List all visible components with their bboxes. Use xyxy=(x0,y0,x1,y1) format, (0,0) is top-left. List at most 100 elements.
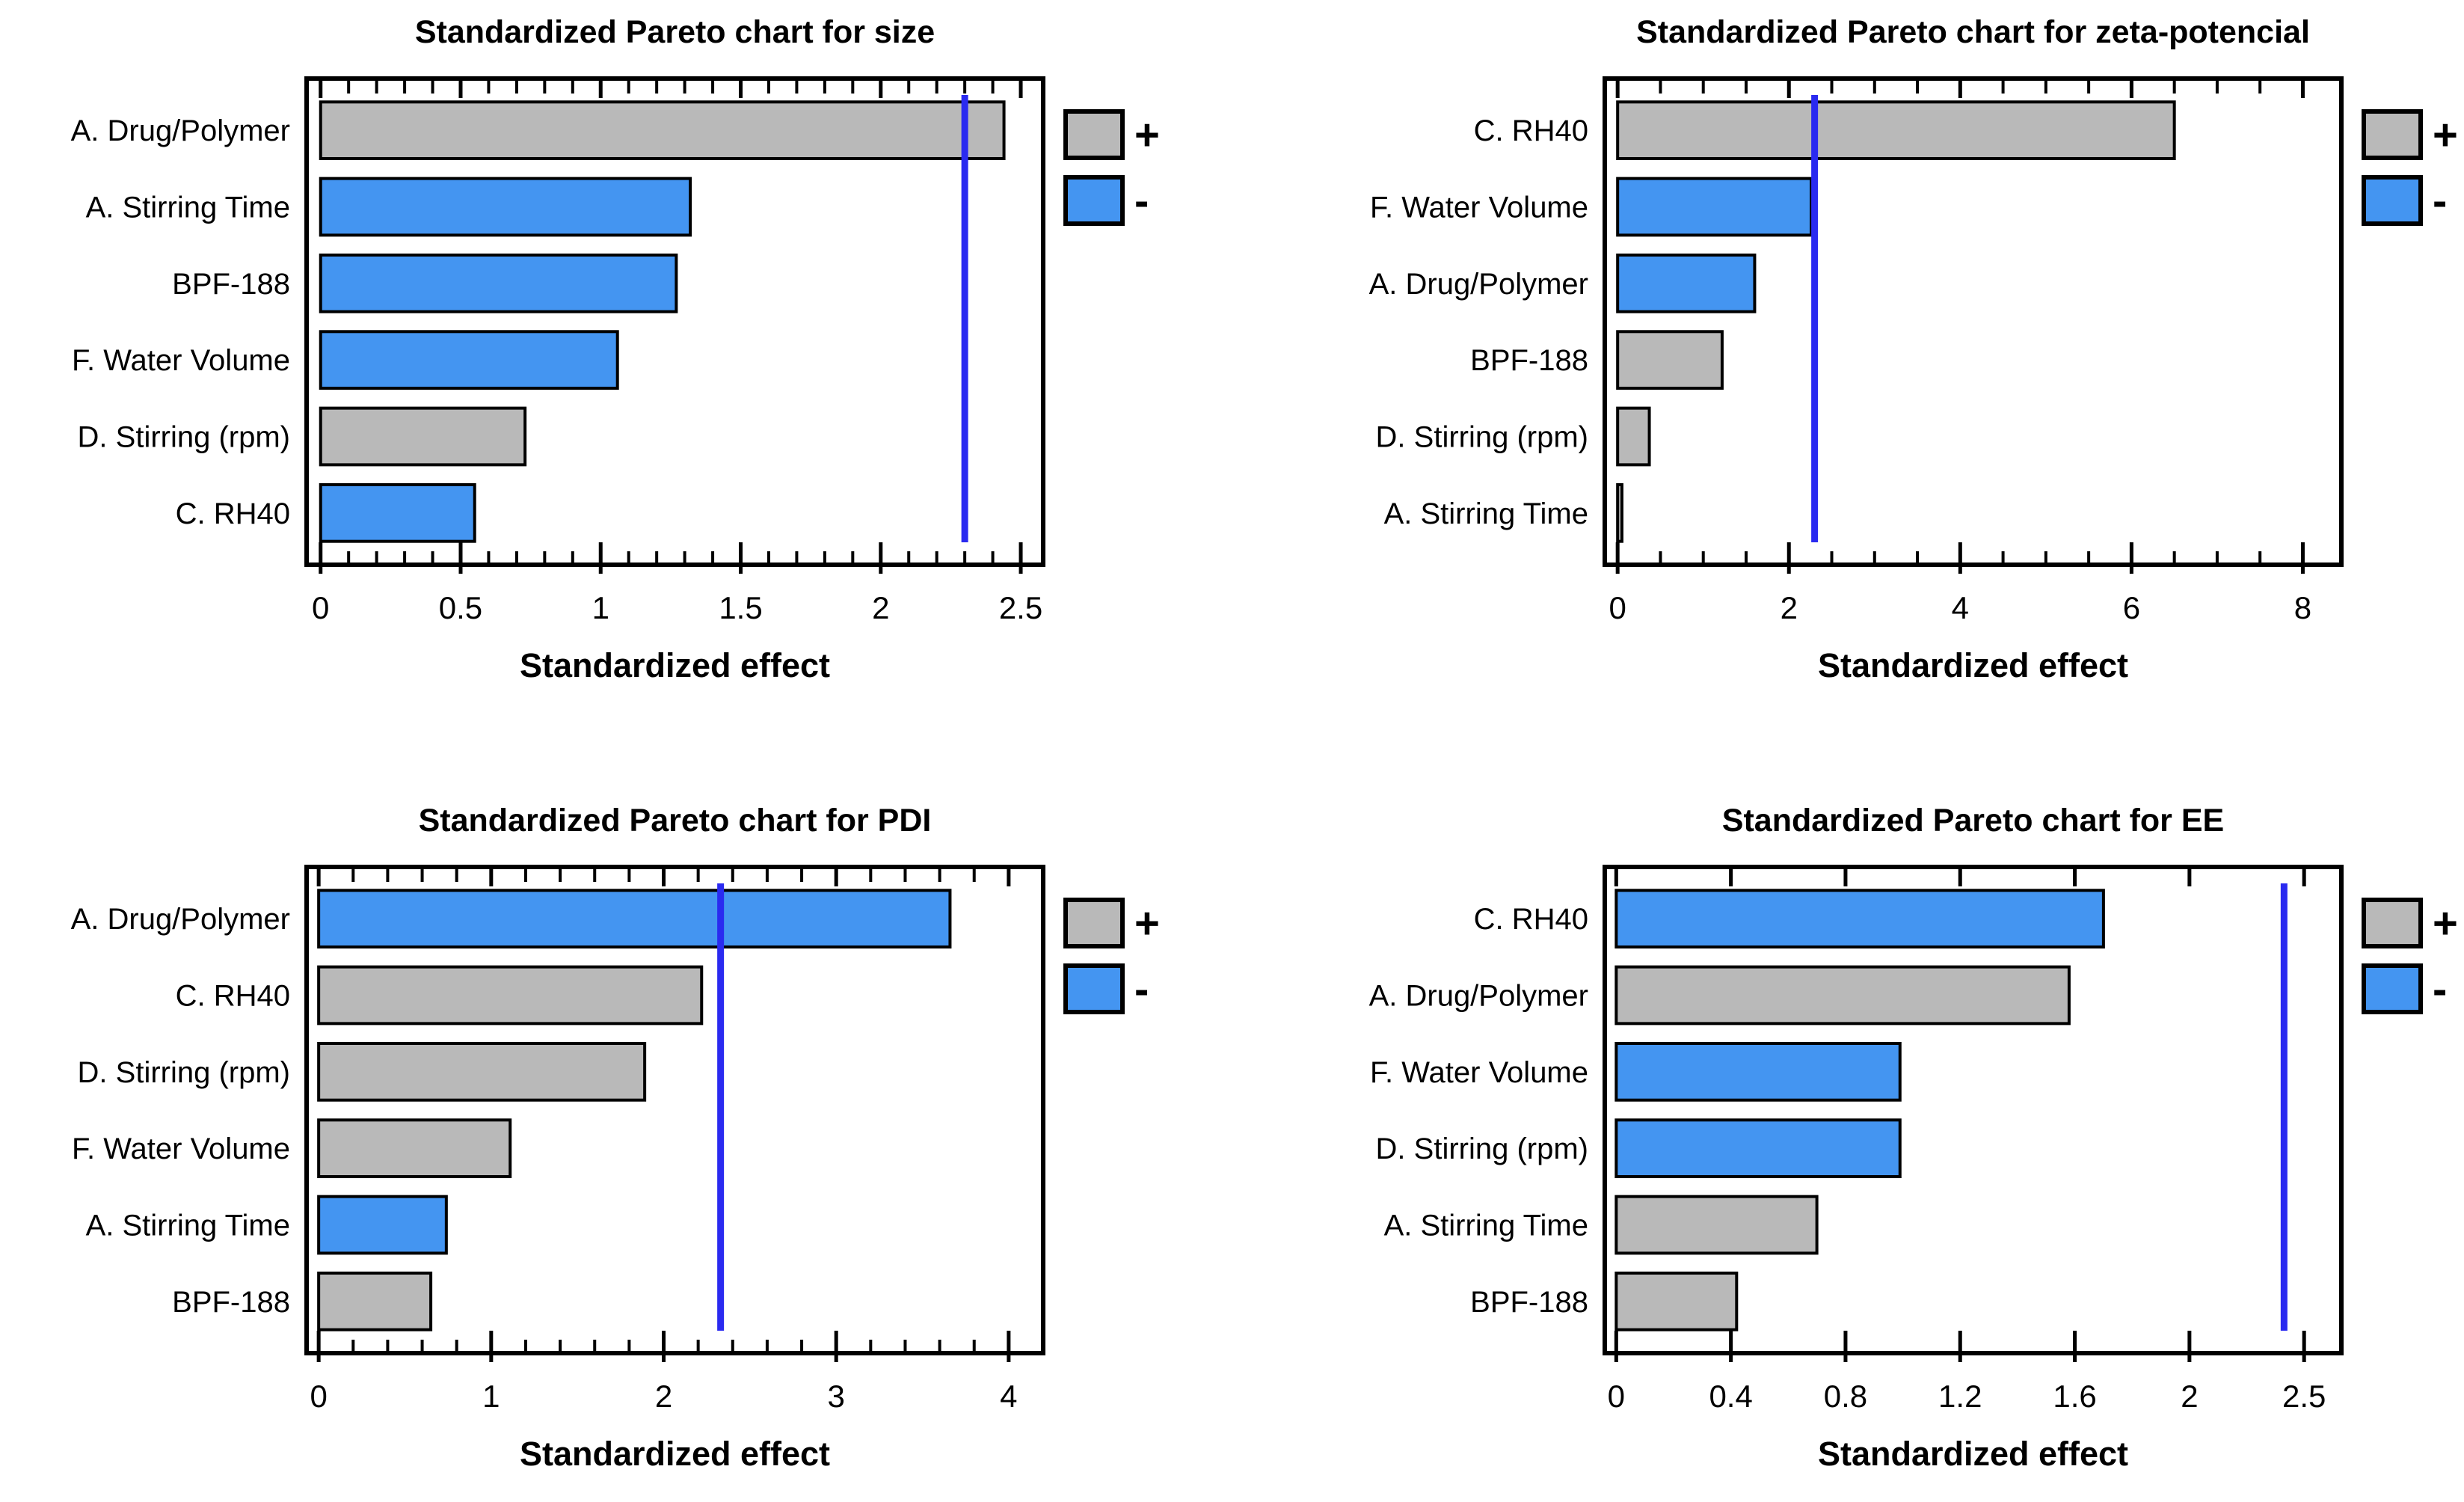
bar-a-drug-polymer xyxy=(317,889,952,949)
x-axis-title: Standardized effect xyxy=(520,1435,830,1473)
legend-minus-label: - xyxy=(2433,177,2447,225)
category-label: C. RH40 xyxy=(176,497,290,530)
x-tick-label: 8 xyxy=(2294,590,2311,625)
legend-minus-label: - xyxy=(1134,965,1149,1014)
legend-plus-label: + xyxy=(1134,111,1160,159)
category-label: A. Stirring Time xyxy=(86,191,290,224)
x-axis-title: Standardized effect xyxy=(1818,1435,2128,1473)
x-tick-label: 2 xyxy=(2181,1379,2198,1414)
x-tick-label: 0 xyxy=(312,590,329,625)
x-tick-label: 2.5 xyxy=(999,590,1042,625)
pareto-chart-zeta-potencial: Standardized Pareto chart for zeta-poten… xyxy=(1232,0,2464,751)
x-tick-label: 0 xyxy=(1609,590,1626,625)
legend-plus-swatch xyxy=(1063,898,1125,948)
x-tick-label: 2 xyxy=(655,1379,672,1414)
bar-c-rh40 xyxy=(1616,100,2176,161)
x-tick-label: 0 xyxy=(1608,1379,1625,1414)
bar-a-stirring-time xyxy=(319,177,692,237)
category-label: F. Water Volume xyxy=(1370,1056,1588,1089)
plot-frame xyxy=(304,865,1045,1355)
bar-c-rh40 xyxy=(1614,889,2105,949)
legend-minus-label: - xyxy=(2433,965,2447,1014)
x-tick-label: 1.2 xyxy=(1938,1379,1982,1414)
bar-bpf-188 xyxy=(317,1271,433,1331)
bar-a-stirring-time xyxy=(317,1195,448,1255)
category-label: A. Drug/Polymer xyxy=(1369,268,1588,301)
chart-title: Standardized Pareto chart for EE xyxy=(1722,803,2224,839)
bar-c-rh40 xyxy=(319,482,476,543)
plot-area: C. RH40 F. Water Volume A. Drug/Polymer BPF… xyxy=(1369,76,2344,625)
category-label: D. Stirring (rpm) xyxy=(1376,421,1588,454)
category-label: A. Stirring Time xyxy=(86,1210,290,1242)
legend-plus-swatch xyxy=(2362,898,2423,948)
x-tick-label: 2 xyxy=(872,590,889,625)
x-tick-label: 4 xyxy=(1952,590,1969,625)
legend: + - xyxy=(1063,109,1160,226)
x-tick-label: 1 xyxy=(592,590,609,625)
legend-minus-swatch xyxy=(1063,963,1125,1014)
x-tick-label: 1.6 xyxy=(2053,1379,2096,1414)
pareto-chart-pdi: Standardized Pareto chart for PDI A. Dru… xyxy=(0,751,1232,1502)
bar-d-stirring-rpm xyxy=(1614,1118,1902,1179)
plot-frame xyxy=(304,76,1045,567)
category-label: A. Drug/Polymer xyxy=(71,114,290,147)
x-axis-title: Standardized effect xyxy=(1818,646,2128,684)
bar-bpf-188 xyxy=(1614,1271,1739,1331)
bar-bpf-188 xyxy=(319,253,678,313)
bar-f-water-volume xyxy=(319,330,619,390)
category-label: F. Water Volume xyxy=(72,344,290,377)
legend: + - xyxy=(2362,898,2458,1014)
bar-d-stirring-rpm xyxy=(319,406,527,467)
bar-d-stirring-rpm xyxy=(317,1041,647,1102)
category-label: D. Stirring (rpm) xyxy=(78,421,290,454)
category-label: A. Drug/Polymer xyxy=(71,903,290,936)
x-tick-label: 2.5 xyxy=(2282,1379,2326,1414)
category-label: BPF-188 xyxy=(1470,344,1588,377)
bar-d-stirring-rpm xyxy=(1616,406,1651,467)
x-tick-label: 0.5 xyxy=(439,590,482,625)
category-label: C. RH40 xyxy=(1474,114,1588,147)
plot-area: A. Drug/Polymer C. RH40 D. Stirring (rpm) F… xyxy=(71,865,1045,1414)
x-tick-label: 0.4 xyxy=(1709,1379,1752,1414)
bar-a-drug-polymer xyxy=(1616,253,1757,313)
category-label: F. Water Volume xyxy=(72,1132,290,1165)
category-label: BPF-188 xyxy=(172,268,290,301)
category-label: C. RH40 xyxy=(1474,903,1588,936)
pareto-chart-ee: Standardized Pareto chart for EE C. RH40… xyxy=(1232,751,2464,1502)
chart-title: Standardized Pareto chart for zeta-poten… xyxy=(1636,14,2310,50)
chart-title: Standardized Pareto chart for PDI xyxy=(419,803,932,839)
legend-plus-label: + xyxy=(2433,111,2458,159)
x-tick-label: 0.8 xyxy=(1824,1379,1867,1414)
legend-minus-swatch xyxy=(1063,175,1125,226)
legend-plus-label: + xyxy=(1134,899,1160,948)
bar-a-drug-polymer xyxy=(319,100,1006,161)
legend: + - xyxy=(2362,109,2458,226)
plot-frame xyxy=(1603,76,2344,567)
bar-f-water-volume xyxy=(317,1118,512,1179)
plot-area: C. RH40 A. Drug/Polymer F. Water Volume D. … xyxy=(1369,865,2344,1414)
x-tick-label: 3 xyxy=(828,1379,845,1414)
x-tick-label: 4 xyxy=(1000,1379,1017,1414)
x-axis-title: Standardized effect xyxy=(520,646,830,684)
category-label: A. Drug/Polymer xyxy=(1369,980,1588,1013)
category-label: F. Water Volume xyxy=(1370,191,1588,224)
x-tick-label: 1.5 xyxy=(719,590,762,625)
chart-title: Standardized Pareto chart for size xyxy=(415,14,935,50)
category-label: D. Stirring (rpm) xyxy=(1376,1132,1588,1165)
plot-area: A. Drug/Polymer A. Stirring Time BPF-188 F.… xyxy=(71,76,1045,625)
legend: + - xyxy=(1063,898,1160,1014)
bar-f-water-volume xyxy=(1616,177,1813,237)
bar-bpf-188 xyxy=(1616,330,1724,390)
category-label: A. Stirring Time xyxy=(1384,1210,1588,1242)
plot-frame xyxy=(1603,865,2344,1355)
category-label: BPF-188 xyxy=(1470,1286,1588,1319)
category-label: A. Stirring Time xyxy=(1384,497,1588,530)
x-tick-label: 6 xyxy=(2123,590,2140,625)
bar-c-rh40 xyxy=(317,965,704,1026)
x-tick-label: 1 xyxy=(482,1379,500,1414)
legend-plus-swatch xyxy=(1063,109,1125,160)
legend-minus-label: - xyxy=(1134,177,1149,225)
bar-a-stirring-time xyxy=(1614,1195,1819,1255)
bar-a-drug-polymer xyxy=(1614,965,2071,1026)
